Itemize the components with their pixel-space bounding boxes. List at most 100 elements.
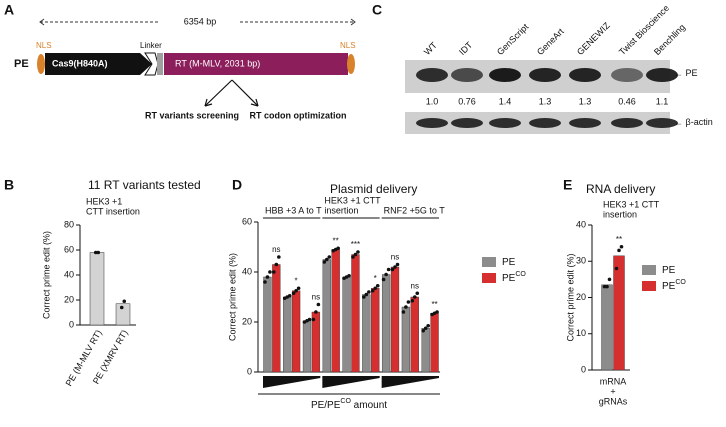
data-point (336, 246, 340, 251)
nls-label: NLS (340, 41, 356, 50)
bar (89, 252, 105, 326)
data-point (322, 260, 327, 264)
panel-label: B (4, 177, 14, 193)
bar (362, 294, 371, 373)
data-point (370, 288, 375, 293)
y-axis-label: Correct prime edit (%) (565, 253, 575, 341)
bar (331, 249, 340, 373)
pe-band (611, 68, 643, 82)
significance: * (374, 274, 377, 283)
group-label: HBB +3 A to T (265, 205, 322, 215)
y-tick-label: 0 (581, 364, 586, 374)
pe-band (529, 68, 561, 82)
annotation: HEK3 +1 CTT (603, 199, 660, 209)
y-tick-label: 40 (242, 266, 252, 276)
data-point (272, 270, 276, 274)
y-tick-label: 0 (247, 366, 252, 376)
linker-label: Linker (140, 41, 162, 50)
x-axis-label-part: PE/PE (311, 400, 341, 411)
legend-name: PE (502, 257, 516, 268)
y-tick-label: 20 (242, 316, 252, 326)
legend-name: PE (662, 265, 676, 276)
legend-label: PE (662, 265, 676, 276)
band-label: ← β-actin (674, 117, 713, 127)
significance: ** (333, 236, 339, 245)
pe-band (451, 68, 483, 82)
amount-wedge (381, 376, 439, 388)
pe-band (489, 68, 521, 82)
bar (371, 288, 380, 373)
data-point (287, 293, 292, 298)
lane-label: Benchling (652, 22, 687, 57)
annotation: HEK3 +1 (86, 196, 122, 206)
data-point (421, 328, 425, 333)
bar (601, 284, 613, 371)
quantity: 1.3 (539, 96, 552, 106)
group-label: HEK3 +1 CTT (324, 195, 381, 205)
amount-wedge (263, 376, 321, 388)
data-point (607, 277, 612, 282)
data-point (316, 302, 321, 307)
legend-sup: CO (515, 271, 526, 278)
y-tick-label: 20 (576, 292, 586, 302)
actin-band (569, 118, 601, 128)
data-point (410, 298, 415, 303)
data-point (96, 250, 101, 255)
significance: ** (431, 300, 437, 309)
chart-title: Plasmid delivery (330, 182, 417, 196)
data-point (393, 265, 397, 269)
quantity: 1.4 (499, 96, 512, 106)
y-tick-label: 20 (64, 294, 74, 304)
actin-band (451, 118, 483, 128)
data-point (324, 257, 329, 262)
x-tick-label: + (610, 386, 615, 396)
bar (381, 274, 391, 373)
nls-right (347, 54, 355, 74)
legend-swatch (642, 281, 656, 291)
data-point (307, 317, 312, 322)
data-point (327, 255, 332, 259)
bar (302, 320, 312, 373)
arrows (204, 79, 259, 107)
annotation: insertion (603, 209, 637, 219)
significance: * (295, 276, 298, 285)
arrow-label: RT codon optimization (250, 110, 347, 120)
data-point (386, 267, 391, 272)
bar (342, 276, 351, 373)
data-point (390, 267, 395, 272)
band-name: PE (686, 68, 698, 78)
significance: *** (351, 240, 360, 249)
bar (390, 266, 400, 373)
nls-left (37, 54, 45, 74)
data-point (617, 248, 621, 253)
data-point (404, 305, 408, 309)
cas9-label: Cas9(H840A) (52, 58, 108, 68)
data-point (347, 273, 351, 278)
rt-label: RT (M-MLV, 2031 bp) (175, 58, 260, 68)
data-point (122, 299, 127, 304)
band-name: β-actin (686, 117, 713, 127)
construct-diagram: 6354 bp PE NLS NLS Linker Cas9(H840A) RT… (14, 16, 356, 120)
bar (283, 296, 292, 373)
data-point (364, 292, 369, 297)
data-point (93, 250, 98, 255)
bar (410, 296, 419, 373)
actin-band (489, 118, 521, 128)
pe-band (569, 68, 601, 82)
data-point (415, 291, 420, 296)
quantity: 0.46 (618, 96, 636, 106)
construct-name: PE (14, 58, 29, 70)
bar (351, 254, 360, 373)
actin-band (529, 118, 561, 128)
arrowheads (204, 98, 259, 107)
data-point (375, 283, 380, 288)
data-point (373, 286, 378, 291)
data-point (412, 295, 417, 299)
data-point (362, 295, 366, 299)
y-tick-label: 10 (576, 328, 586, 338)
data-point (395, 262, 400, 267)
data-point (384, 272, 388, 277)
legend-label: PECO (502, 271, 526, 284)
bar (115, 303, 131, 326)
